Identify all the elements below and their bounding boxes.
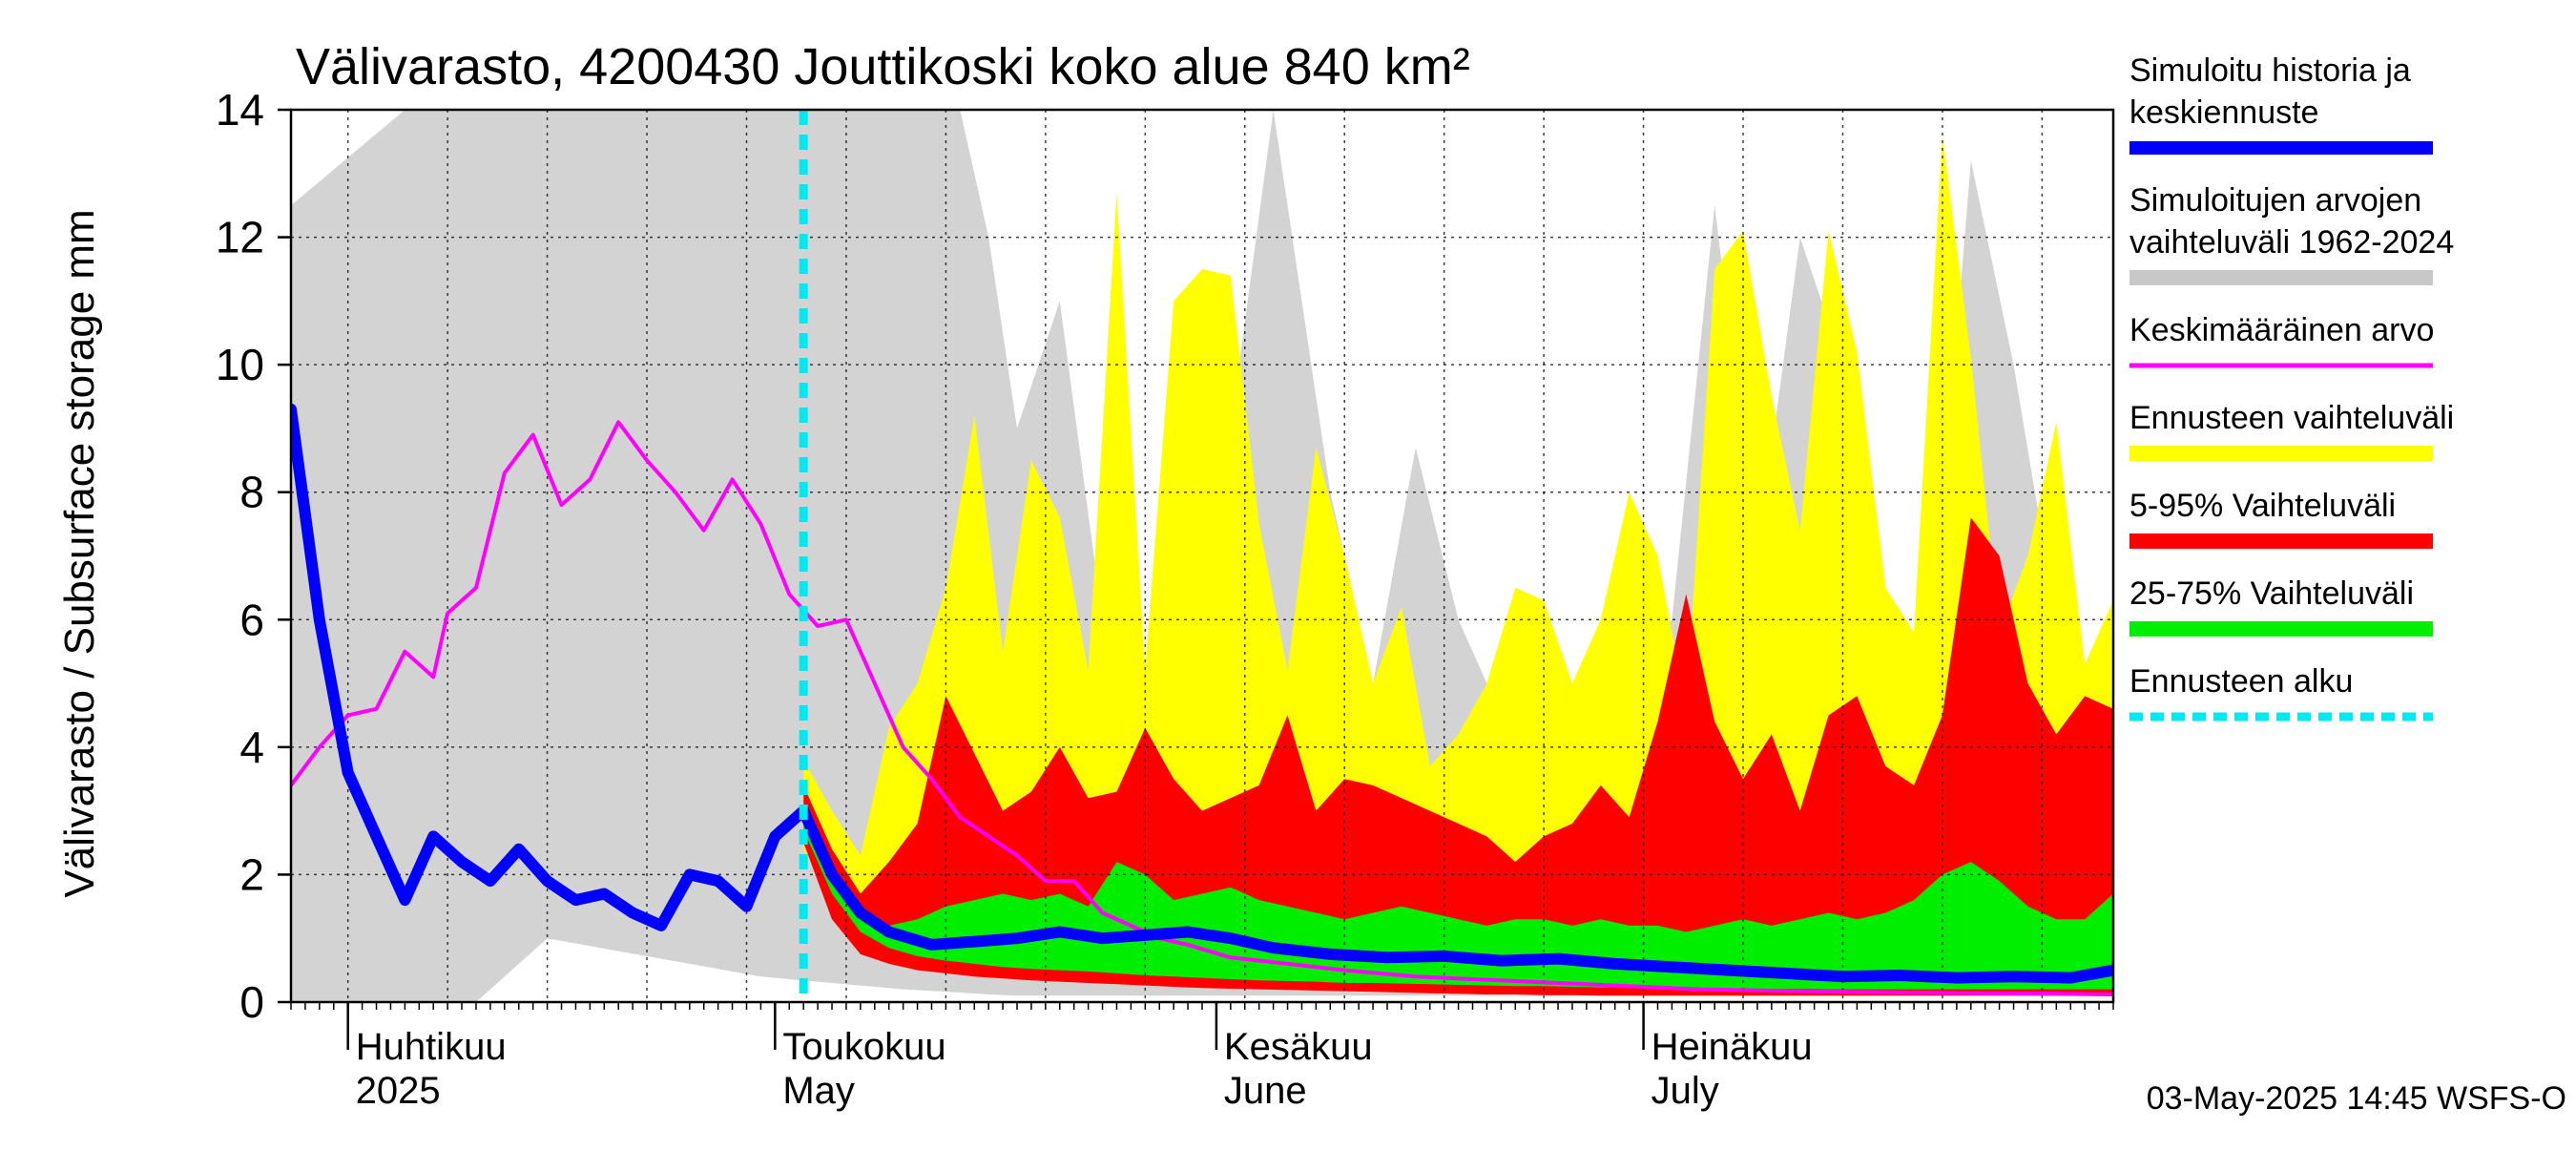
y-tick-label: 2 [239, 849, 264, 899]
legend-item-5-95-vaihteluvali: 5-95% Vaihteluväli [2129, 488, 2433, 549]
legend-item-ennusteen-alku: Ennusteen alku [2129, 663, 2433, 721]
y-tick-label: 6 [239, 595, 264, 644]
plot-area [291, 110, 2113, 1002]
y-tick-label: 4 [239, 722, 264, 772]
y-tick-label: 12 [216, 213, 264, 262]
legend-item-keskimaarainen-arvo: Keskimääräinen arvo [2129, 312, 2434, 368]
x-month-label-secondary: May [782, 1070, 855, 1112]
line-simuloitu-historia-ja-keskiennuste [291, 403, 2113, 984]
x-month-label: Huhtikuu [356, 1026, 507, 1068]
legend-item-simuloitu-historia-ja: Simuloitu historia ja keskiennuste [2129, 52, 2433, 155]
y-tick-label: 8 [239, 468, 264, 517]
y-tick-label: 10 [216, 340, 264, 389]
legend-label: Simuloitu historia ja [2129, 52, 2411, 89]
chart-title: Välivarasto, 4200430 Jouttikoski koko al… [296, 38, 1470, 95]
legend-item-simuloitujen-arvojen: Simuloitujen arvojen vaihteluväli 1962-20… [2129, 182, 2454, 285]
x-month-label-secondary: 2025 [356, 1070, 441, 1112]
legend-label: Ennusteen vaihteluväli [2129, 400, 2454, 436]
legend-label: keskiennuste [2129, 94, 2318, 131]
legend-label: Keskimääräinen arvo [2129, 312, 2434, 348]
timestamp-footer: 03-May-2025 14:45 WSFS-O [2147, 1080, 2566, 1117]
x-month-label: Kesäkuu [1224, 1026, 1373, 1068]
legend-item-25-75-vaihteluvali: 25-75% Vaihteluväli [2129, 575, 2433, 637]
legend-label: 25-75% Vaihteluväli [2129, 575, 2414, 612]
x-month-label-secondary: July [1652, 1070, 1719, 1112]
y-tick-label: 14 [216, 85, 264, 135]
data-group [291, 110, 2113, 1002]
x-month-label-secondary: June [1224, 1070, 1307, 1112]
legend: Simuloitu historia jakeskiennusteSimuloi… [2129, 52, 2454, 721]
legend-label: 5-95% Vaihteluväli [2129, 488, 2396, 524]
y-axis-label: Välivarasto / Subsurface storage mm [56, 209, 103, 897]
legend-label: Ennusteen alku [2129, 663, 2353, 700]
y-tick-label: 0 [239, 977, 264, 1027]
x-month-label: Heinäkuu [1652, 1026, 1813, 1068]
band-25-75-vaihteluvali [803, 805, 2113, 990]
x-month-label: Toukokuu [782, 1026, 945, 1068]
legend-label: Simuloitujen arvojen [2129, 182, 2421, 219]
line-keskimaarainen-arvo [291, 420, 2113, 996]
legend-item-ennusteen-vaihteluvali: Ennusteen vaihteluväli [2129, 400, 2454, 461]
legend-label: vaihteluväli 1962-2024 [2129, 224, 2454, 261]
